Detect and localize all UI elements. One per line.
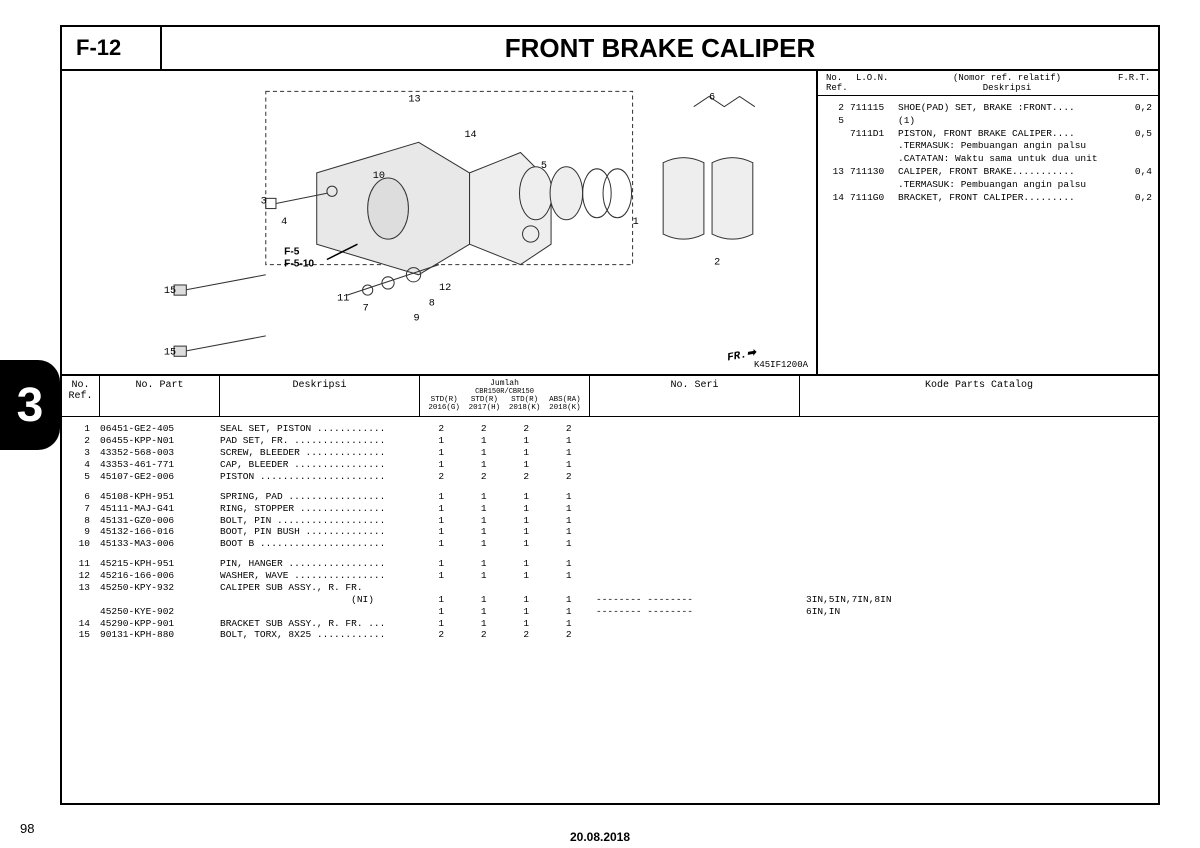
table-row: 1045133-MA3-006BOOT B ..................…: [62, 538, 1158, 550]
lon-head-ref: No. Ref.: [822, 73, 852, 93]
footer-date: 20.08.2018: [570, 830, 630, 844]
page-title: FRONT BRAKE CALIPER: [162, 27, 1158, 71]
svg-text:4: 4: [281, 217, 287, 228]
col-head-kode: Kode Parts Catalog: [800, 376, 1158, 416]
lon-head-lon: L.O.N.: [852, 73, 900, 93]
table-row: 1145215-KPH-951PIN, HANGER .............…: [62, 558, 1158, 570]
table-row: 1345250-KPY-932CALIPER SUB ASSY., R. FR.: [62, 582, 1158, 594]
mid-row: 1 2 3 4 5 6 7 8 9 10 11 12 13 14 15 15: [62, 71, 1158, 376]
svg-text:14: 14: [464, 130, 476, 141]
lon-panel: No. Ref. L.O.N. (Nomor ref. relatif) Des…: [818, 71, 1158, 374]
svg-text:12: 12: [439, 283, 451, 294]
parts-table-body: 106451-GE2-405SEAL SET, PISTON .........…: [62, 417, 1158, 641]
lon-row: .CATATAN: Waktu sama untuk dua unit: [824, 153, 1152, 166]
svg-text:2: 2: [714, 258, 720, 269]
table-row: 1590131-KPH-880BOLT, TORX, 8X25 ........…: [62, 629, 1158, 641]
table-row: (NI)1111-------- --------3IN,5IN,7IN,8IN: [62, 594, 1158, 606]
lon-head-frt: F.R.T.: [1114, 73, 1154, 93]
header-row: F-12 FRONT BRAKE CALIPER: [62, 27, 1158, 71]
table-row: 343352-568-003SCREW, BLEEDER ...........…: [62, 447, 1158, 459]
table-row: 845131-GZ0-006BOLT, PIN ................…: [62, 515, 1158, 527]
svg-text:7: 7: [363, 303, 369, 314]
diagram-ref-label: F-5: [284, 246, 300, 257]
svg-text:13: 13: [408, 95, 420, 106]
svg-text:8: 8: [429, 298, 435, 309]
section-tab: 3: [0, 360, 60, 450]
diagram-code: K45IF1200A: [754, 360, 808, 370]
svg-text:10: 10: [373, 171, 385, 182]
lon-row: 147111G0BRACKET, FRONT CALIPER.........0…: [824, 192, 1152, 205]
lon-row: 2711115SHOE(PAD) SET, BRAKE :FRONT....0,…: [824, 102, 1152, 115]
svg-text:3: 3: [261, 196, 267, 207]
table-row: 443353-461-771CAP, BLEEDER .............…: [62, 459, 1158, 471]
col-head-qty: Jumlah CBR150R/CBR150 STD(R) 2016(G)STD(…: [420, 376, 590, 416]
svg-text:F-5-10: F-5-10: [284, 259, 314, 270]
table-row: 106451-GE2-405SEAL SET, PISTON .........…: [62, 423, 1158, 435]
table-row: 945132-166-016BOOT, PIN BUSH ...........…: [62, 526, 1158, 538]
page-number: 98: [20, 821, 34, 836]
diagram-svg: 1 2 3 4 5 6 7 8 9 10 11 12 13 14 15 15: [62, 71, 816, 374]
lon-row: 13711130CALIPER, FRONT BRAKE...........0…: [824, 166, 1152, 179]
svg-text:9: 9: [414, 314, 420, 325]
lon-head-desc: (Nomor ref. relatif) Deskripsi: [900, 73, 1114, 93]
svg-text:1: 1: [633, 217, 639, 228]
col-head-seri: No. Seri: [590, 376, 800, 416]
svg-text:6: 6: [709, 93, 715, 104]
parts-table-header: No. Ref. No. Part Deskripsi Jumlah CBR15…: [62, 376, 1158, 417]
table-row: 206455-KPP-N01PAD SET, FR. .............…: [62, 435, 1158, 447]
table-row: 45250-KYE-9021111-------- --------6IN,IN: [62, 606, 1158, 618]
page-frame: F-12 FRONT BRAKE CALIPER: [60, 25, 1160, 805]
table-row: 1445290-KPP-901BRACKET SUB ASSY., R. FR.…: [62, 618, 1158, 630]
col-head-part: No. Part: [100, 376, 220, 416]
lon-body: 2711115SHOE(PAD) SET, BRAKE :FRONT....0,…: [818, 96, 1158, 374]
exploded-diagram: 1 2 3 4 5 6 7 8 9 10 11 12 13 14 15 15: [62, 71, 818, 374]
svg-text:15: 15: [164, 347, 176, 358]
lon-row: 7111D1PISTON, FRONT BRAKE CALIPER....0,5: [824, 128, 1152, 141]
section-code: F-12: [62, 27, 162, 69]
table-row: 745111-MAJ-G41RING, STOPPER ............…: [62, 503, 1158, 515]
col-head-desc: Deskripsi: [220, 376, 420, 416]
col-head-ref: No. Ref.: [62, 376, 100, 416]
svg-text:15: 15: [164, 286, 176, 297]
svg-text:5: 5: [541, 161, 547, 172]
svg-text:11: 11: [337, 293, 349, 304]
lon-row: 5(1): [824, 115, 1152, 128]
lon-header: No. Ref. L.O.N. (Nomor ref. relatif) Des…: [818, 71, 1158, 96]
lon-row: .TERMASUK: Pembuangan angin palsu: [824, 179, 1152, 192]
table-row: 545107-GE2-006PISTON ...................…: [62, 471, 1158, 483]
lon-row: .TERMASUK: Pembuangan angin palsu: [824, 140, 1152, 153]
table-row: 1245216-166-006WASHER, WAVE ............…: [62, 570, 1158, 582]
table-row: 645108-KPH-951SPRING, PAD ..............…: [62, 491, 1158, 503]
